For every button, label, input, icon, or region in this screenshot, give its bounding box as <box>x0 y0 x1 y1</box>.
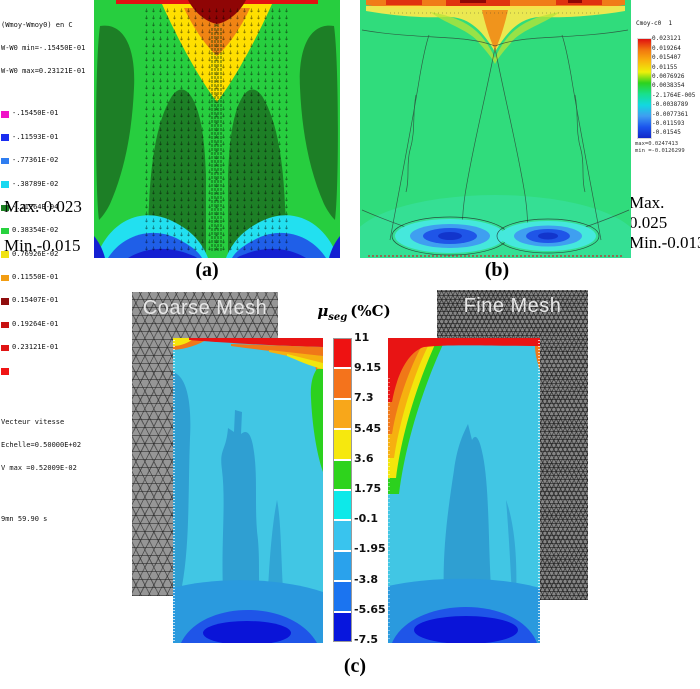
c-colorbar-segment <box>334 612 351 642</box>
b-tick: 0.01155 <box>652 64 678 71</box>
legend-b-title: Cmoy-c0 1 <box>636 20 673 27</box>
caption-b: (b) <box>484 259 510 281</box>
c-colorbar-title: μseg (%C) <box>317 302 391 323</box>
legend-a-item: 0.76926E-02 <box>1 250 93 259</box>
b-stat-min: min =-0.0126299 <box>635 148 685 154</box>
color-swatch <box>1 298 9 305</box>
legend-a-item: 0.15407E-01 <box>1 297 93 305</box>
b-tick: -0.0077361 <box>652 111 689 118</box>
b-tick: 0.015407 <box>652 54 681 61</box>
contour-map-b <box>360 0 631 258</box>
contour-map-a <box>94 0 340 258</box>
b-tick: -2.1764E-005 <box>652 92 696 99</box>
color-swatch <box>1 274 9 282</box>
color-swatch <box>1 111 9 118</box>
c-colorbar-segment <box>334 582 351 611</box>
b-tick: -0.011593 <box>652 120 685 127</box>
caption-a: (a) <box>195 259 219 281</box>
panel-a-legend: (Wmoy-Wmoy0) en C W-W0 min=-.15450E-01 W… <box>1 6 93 540</box>
legend-a-header-2: W-W0 min=-.15450E-01 <box>1 43 86 52</box>
c-colorbar <box>333 338 352 642</box>
legend-a-item: 0.11550E-01 <box>1 273 93 282</box>
legend-a-item: -.21764E-04 <box>1 203 93 212</box>
panel-a-max-label: Max. 0.023 <box>4 197 82 216</box>
color-swatch <box>1 368 9 375</box>
legend-a-item: -.15450E-01 <box>1 110 93 118</box>
caption-c: (c) <box>343 655 367 677</box>
panel-b-legend: Cmoy-c0 1 0.023121 0.019264 0.015407 0.0… <box>633 17 699 167</box>
c-colorbar-segment <box>334 339 351 368</box>
legend-a-item: 0.38354E-02 <box>1 227 93 235</box>
color-swatch <box>1 227 9 235</box>
c-colorbar-segment <box>334 369 351 398</box>
color-swatch <box>1 157 9 165</box>
negative-pocket-left <box>391 216 509 256</box>
c-tick: 7.3 <box>354 391 374 404</box>
c-tick: -5.65 <box>354 603 386 616</box>
c-tick: 9.15 <box>354 361 382 374</box>
panel-a-min-label: Min.-0.015 <box>4 236 81 255</box>
legend-a-item: 0.23121E-01 <box>1 343 93 352</box>
legend-a-item: -.38789E-02 <box>1 180 93 189</box>
c-tick: 1.75 <box>354 482 382 495</box>
color-swatch <box>1 134 9 141</box>
contour-map-c-coarse <box>173 338 323 643</box>
b-tick: 0.0076926 <box>652 73 685 80</box>
coarse-mesh-label: Coarse Mesh <box>142 297 268 319</box>
c-tick: 3.6 <box>354 452 374 465</box>
c-tick: 11 <box>354 331 370 344</box>
velocity-vector-field <box>144 6 290 252</box>
c-tick: -7.5 <box>354 633 379 646</box>
color-swatch <box>1 251 9 258</box>
legend-a-header-1: (Wmoy-Wmoy0) en C <box>1 20 73 29</box>
b-colorbar-gradient <box>637 38 652 139</box>
b-tick: -0.01545 <box>652 129 681 136</box>
b-tick: 0.023121 <box>652 35 681 42</box>
b-stat-max: max=0.0247413 <box>635 141 679 147</box>
time-stamp: 9mn 59.90 s <box>1 515 48 524</box>
color-swatch <box>1 181 9 188</box>
color-swatch <box>1 204 9 212</box>
legend-a-item: 0.19264E-01 <box>1 320 93 329</box>
vector-legend-line: Vecteur vitesse <box>1 417 65 426</box>
legend-a-header-3: W-W0 max=0.23121E-01 <box>1 67 86 76</box>
legend-a-item: -.11593E-01 <box>1 133 93 142</box>
c-colorbar-segment <box>334 521 351 550</box>
c-colorbar-segment <box>334 551 351 581</box>
c-colorbar-segment <box>334 399 351 429</box>
c-tick: 5.45 <box>354 422 382 435</box>
fine-mesh-label: Fine Mesh <box>463 295 562 317</box>
c-colorbar-segment <box>334 491 351 520</box>
color-swatch <box>1 344 9 352</box>
b-tick: 0.019264 <box>652 45 681 52</box>
c-tick: -3.8 <box>354 573 379 586</box>
b-tick: 0.0038354 <box>652 82 685 89</box>
c-colorbar-segment <box>334 460 351 490</box>
c-tick: -0.1 <box>354 512 379 525</box>
b-tick: -0.0038789 <box>652 101 689 108</box>
c-colorbar-segment <box>334 430 351 459</box>
contour-map-c-fine <box>388 338 540 643</box>
legend-a-item <box>1 368 93 376</box>
c-tick: -1.95 <box>354 542 386 555</box>
panel-b-max-label: Max. 0.025 <box>629 193 668 232</box>
c-colorbar-ticks: 11 9.15 7.3 5.45 3.6 1.75 -0.1 -1.95 -3.… <box>354 331 394 646</box>
panel-b-min-label: Min.-0.013 <box>629 233 700 252</box>
vector-legend-line: V max =0.52009E-02 <box>1 464 77 473</box>
color-swatch <box>1 321 9 329</box>
negative-pocket-right <box>496 218 600 254</box>
legend-a-item: -.77361E-02 <box>1 156 93 165</box>
vector-legend-line: Echelle=0.50000E+02 <box>1 441 82 450</box>
